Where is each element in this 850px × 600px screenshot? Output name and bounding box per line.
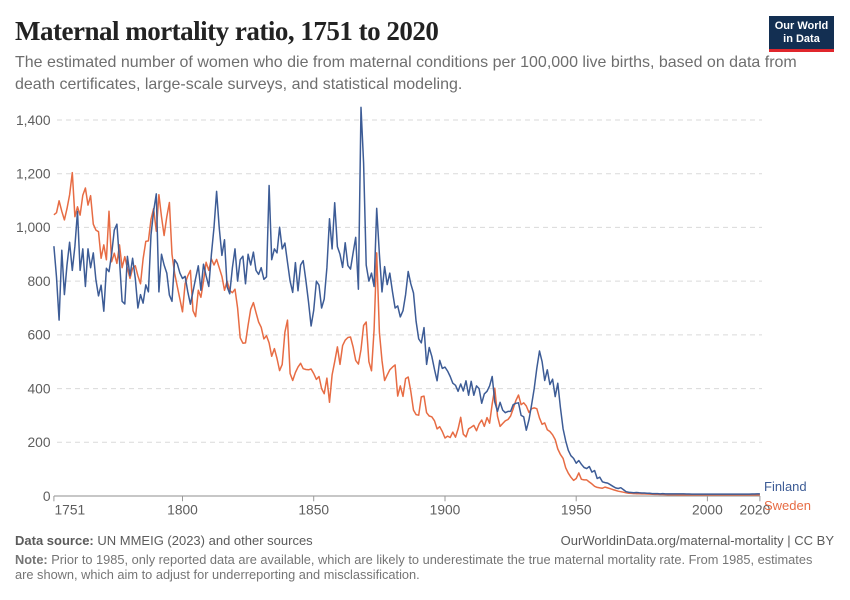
svg-text:200: 200 [27,435,50,450]
svg-text:1850: 1850 [298,503,329,518]
svg-text:800: 800 [27,274,50,289]
svg-text:1751: 1751 [55,503,86,518]
svg-text:Finland: Finland [764,479,807,494]
svg-text:2000: 2000 [692,503,723,518]
svg-text:0: 0 [43,489,51,504]
svg-text:2020: 2020 [740,503,771,518]
svg-text:400: 400 [27,381,50,396]
svg-text:1,400: 1,400 [16,113,51,128]
svg-text:600: 600 [27,328,50,343]
svg-text:1800: 1800 [167,503,198,518]
svg-text:Sweden: Sweden [764,498,811,513]
svg-text:1950: 1950 [561,503,592,518]
svg-text:1900: 1900 [430,503,461,518]
svg-text:1,000: 1,000 [16,220,51,235]
svg-text:1,200: 1,200 [16,167,51,182]
